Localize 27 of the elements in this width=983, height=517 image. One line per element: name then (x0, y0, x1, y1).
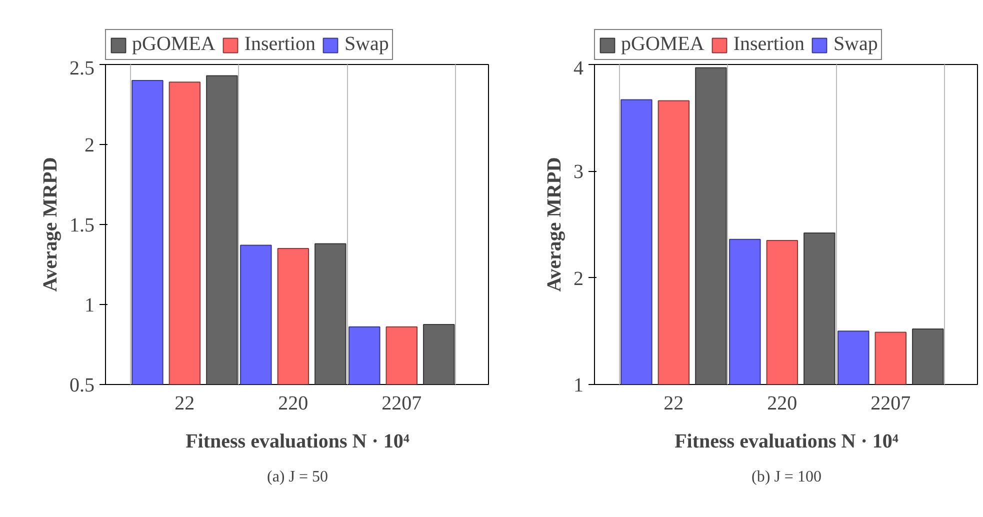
y-tick-label: 1 (84, 294, 94, 316)
x-tick-label: 22 (664, 392, 684, 414)
y-tick-label: 2 (84, 134, 94, 156)
x-tick-label: 2207 (870, 392, 911, 414)
y-axis-title: Average MRPD (40, 157, 62, 292)
x-axis-title: Fitness evaluations N · 10⁴ (186, 430, 410, 452)
legend-label: pGOMEA (132, 33, 216, 56)
x-tick-label: 2207 (382, 392, 422, 414)
y-tick-label: 1.5 (70, 214, 94, 236)
legend-label: Insertion (244, 33, 316, 56)
text: (b) J = 100 (752, 468, 822, 486)
legend-label: Swap (344, 33, 389, 56)
x-tick-label: 22 (174, 392, 195, 414)
text: (a) J = 50 (266, 468, 328, 486)
y-axis-title: Average MRPD (544, 157, 566, 292)
legend-label: pGOMEA (621, 33, 704, 56)
y-tick-label: 2.5 (70, 58, 94, 80)
x-tick-label: 220 (767, 392, 798, 414)
y-tick-label: 3 (574, 161, 584, 184)
y-tick-label: 4 (574, 58, 584, 80)
y-tick-label: 2 (574, 268, 584, 290)
y-tick-label: 1 (574, 374, 584, 396)
x-tick-label: 220 (278, 392, 308, 414)
legend-label: Swap (833, 33, 878, 56)
x-axis-title: Fitness evaluations N · 10⁴ (674, 430, 898, 452)
y-tick-label: 0.5 (70, 374, 94, 396)
legend-label: Insertion (733, 33, 804, 56)
